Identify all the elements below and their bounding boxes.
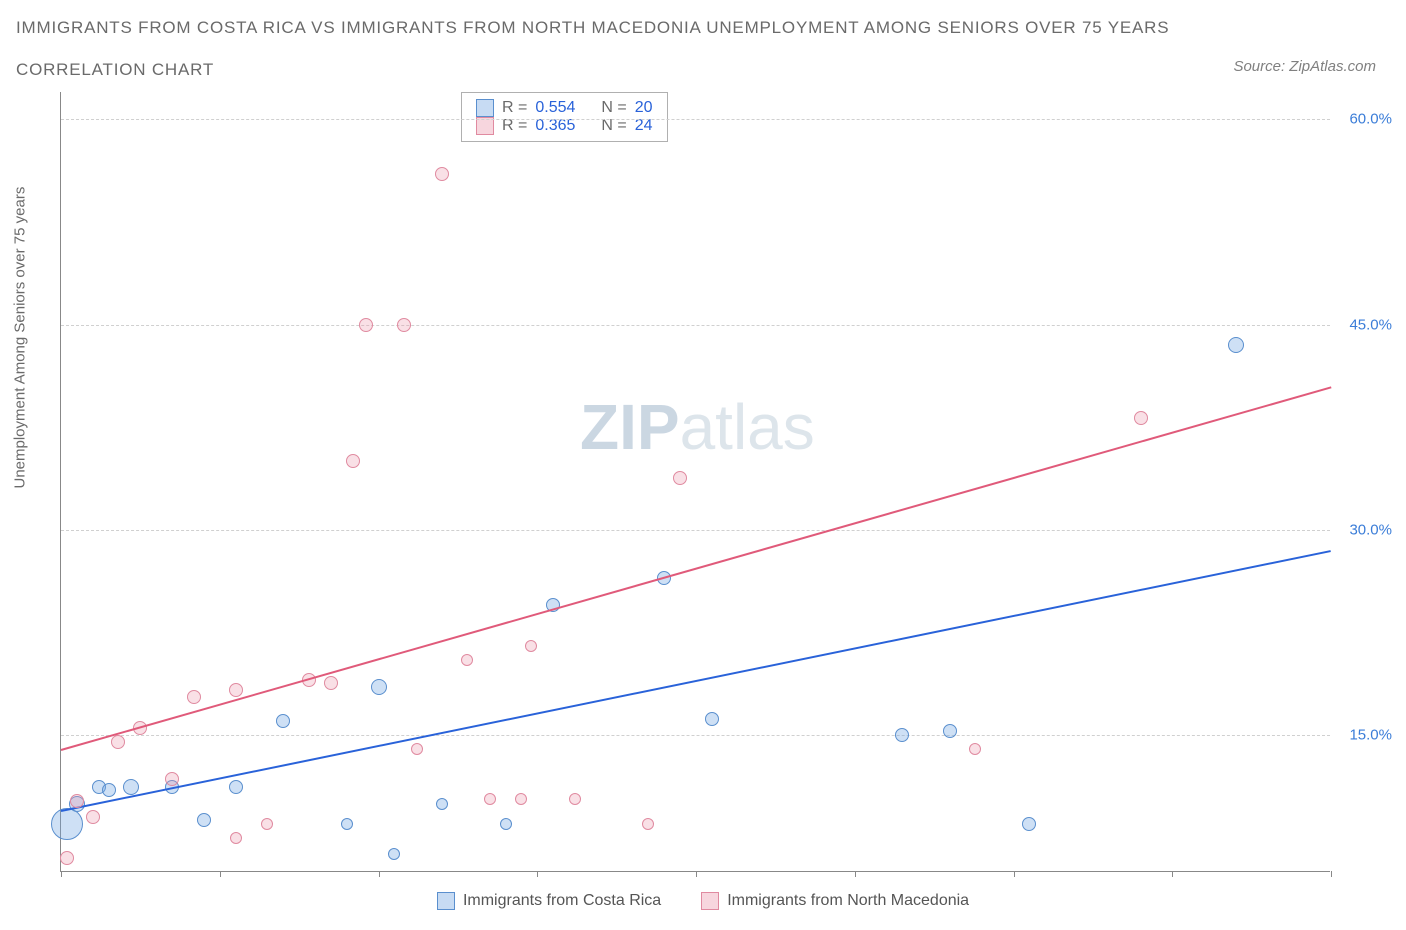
x-tick [537, 871, 538, 877]
scatter-point-pink [346, 454, 360, 468]
swatch-pink-icon [701, 892, 719, 910]
r-label: R = [502, 99, 527, 117]
x-tick [1014, 871, 1015, 877]
scatter-point-pink [435, 167, 449, 181]
scatter-point-blue [51, 808, 83, 840]
scatter-point-pink [229, 683, 243, 697]
scatter-point-blue [436, 798, 448, 810]
gridline-h [61, 325, 1330, 326]
scatter-point-pink [397, 318, 411, 332]
scatter-point-blue [123, 779, 139, 795]
scatter-point-pink [70, 794, 84, 808]
scatter-point-pink [525, 640, 537, 652]
scatter-point-pink [461, 654, 473, 666]
scatter-point-blue [943, 724, 957, 738]
scatter-point-pink [969, 743, 981, 755]
x-tick [220, 871, 221, 877]
scatter-point-pink [569, 793, 581, 805]
scatter-point-blue [1228, 337, 1244, 353]
legend-item-blue: Immigrants from Costa Rica [437, 892, 661, 910]
scatter-point-pink [230, 832, 242, 844]
scatter-point-blue [895, 728, 909, 742]
scatter-point-pink [86, 810, 100, 824]
x-tick [1331, 871, 1332, 877]
scatter-point-pink [111, 735, 125, 749]
legend-label-blue: Immigrants from Costa Rica [463, 892, 661, 910]
scatter-point-pink [187, 690, 201, 704]
chart-title: IMMIGRANTS FROM COSTA RICA VS IMMIGRANTS… [16, 18, 1169, 38]
scatter-point-blue [197, 813, 211, 827]
scatter-point-blue [229, 780, 243, 794]
x-tick [1172, 871, 1173, 877]
scatter-point-blue [705, 712, 719, 726]
swatch-blue-icon [476, 99, 494, 117]
x-tick [379, 871, 380, 877]
scatter-point-blue [276, 714, 290, 728]
n-label: N = [601, 99, 626, 117]
scatter-point-pink [642, 818, 654, 830]
scatter-point-pink [1134, 411, 1148, 425]
scatter-point-blue [341, 818, 353, 830]
scatter-plot-area: R = 0.554 N = 20 R = 0.365 N = 24 15.0%3… [60, 92, 1330, 872]
legend-item-pink: Immigrants from North Macedonia [701, 892, 969, 910]
n-value-blue: 20 [635, 99, 653, 117]
scatter-point-blue [500, 818, 512, 830]
correlation-row-blue: R = 0.554 N = 20 [476, 99, 653, 117]
scatter-point-pink [411, 743, 423, 755]
gridline-h [61, 735, 1330, 736]
y-tick-label: 30.0% [1349, 521, 1392, 538]
chart-subtitle: CORRELATION CHART [16, 60, 214, 80]
x-tick [61, 871, 62, 877]
x-tick [855, 871, 856, 877]
scatter-point-blue [388, 848, 400, 860]
scatter-point-pink [60, 851, 74, 865]
gridline-h [61, 119, 1330, 120]
correlation-legend-box: R = 0.554 N = 20 R = 0.365 N = 24 [461, 92, 668, 142]
scatter-point-pink [673, 471, 687, 485]
gridline-h [61, 530, 1330, 531]
scatter-point-pink [484, 793, 496, 805]
scatter-point-blue [102, 783, 116, 797]
y-axis-label: Unemployment Among Seniors over 75 years [12, 187, 29, 489]
scatter-point-blue [371, 679, 387, 695]
trend-line-pink [61, 386, 1332, 751]
y-tick-label: 15.0% [1349, 727, 1392, 744]
bottom-legend: Immigrants from Costa Rica Immigrants fr… [0, 892, 1406, 910]
source-attribution: Source: ZipAtlas.com [1233, 58, 1376, 75]
y-tick-label: 45.0% [1349, 316, 1392, 333]
scatter-point-pink [515, 793, 527, 805]
scatter-point-pink [359, 318, 373, 332]
y-tick-label: 60.0% [1349, 111, 1392, 128]
swatch-blue-icon [437, 892, 455, 910]
scatter-point-pink [165, 772, 179, 786]
legend-label-pink: Immigrants from North Macedonia [727, 892, 969, 910]
x-tick [696, 871, 697, 877]
scatter-point-pink [261, 818, 273, 830]
scatter-point-blue [1022, 817, 1036, 831]
trend-line-blue [61, 550, 1331, 812]
r-value-blue: 0.554 [535, 99, 575, 117]
scatter-point-pink [324, 676, 338, 690]
